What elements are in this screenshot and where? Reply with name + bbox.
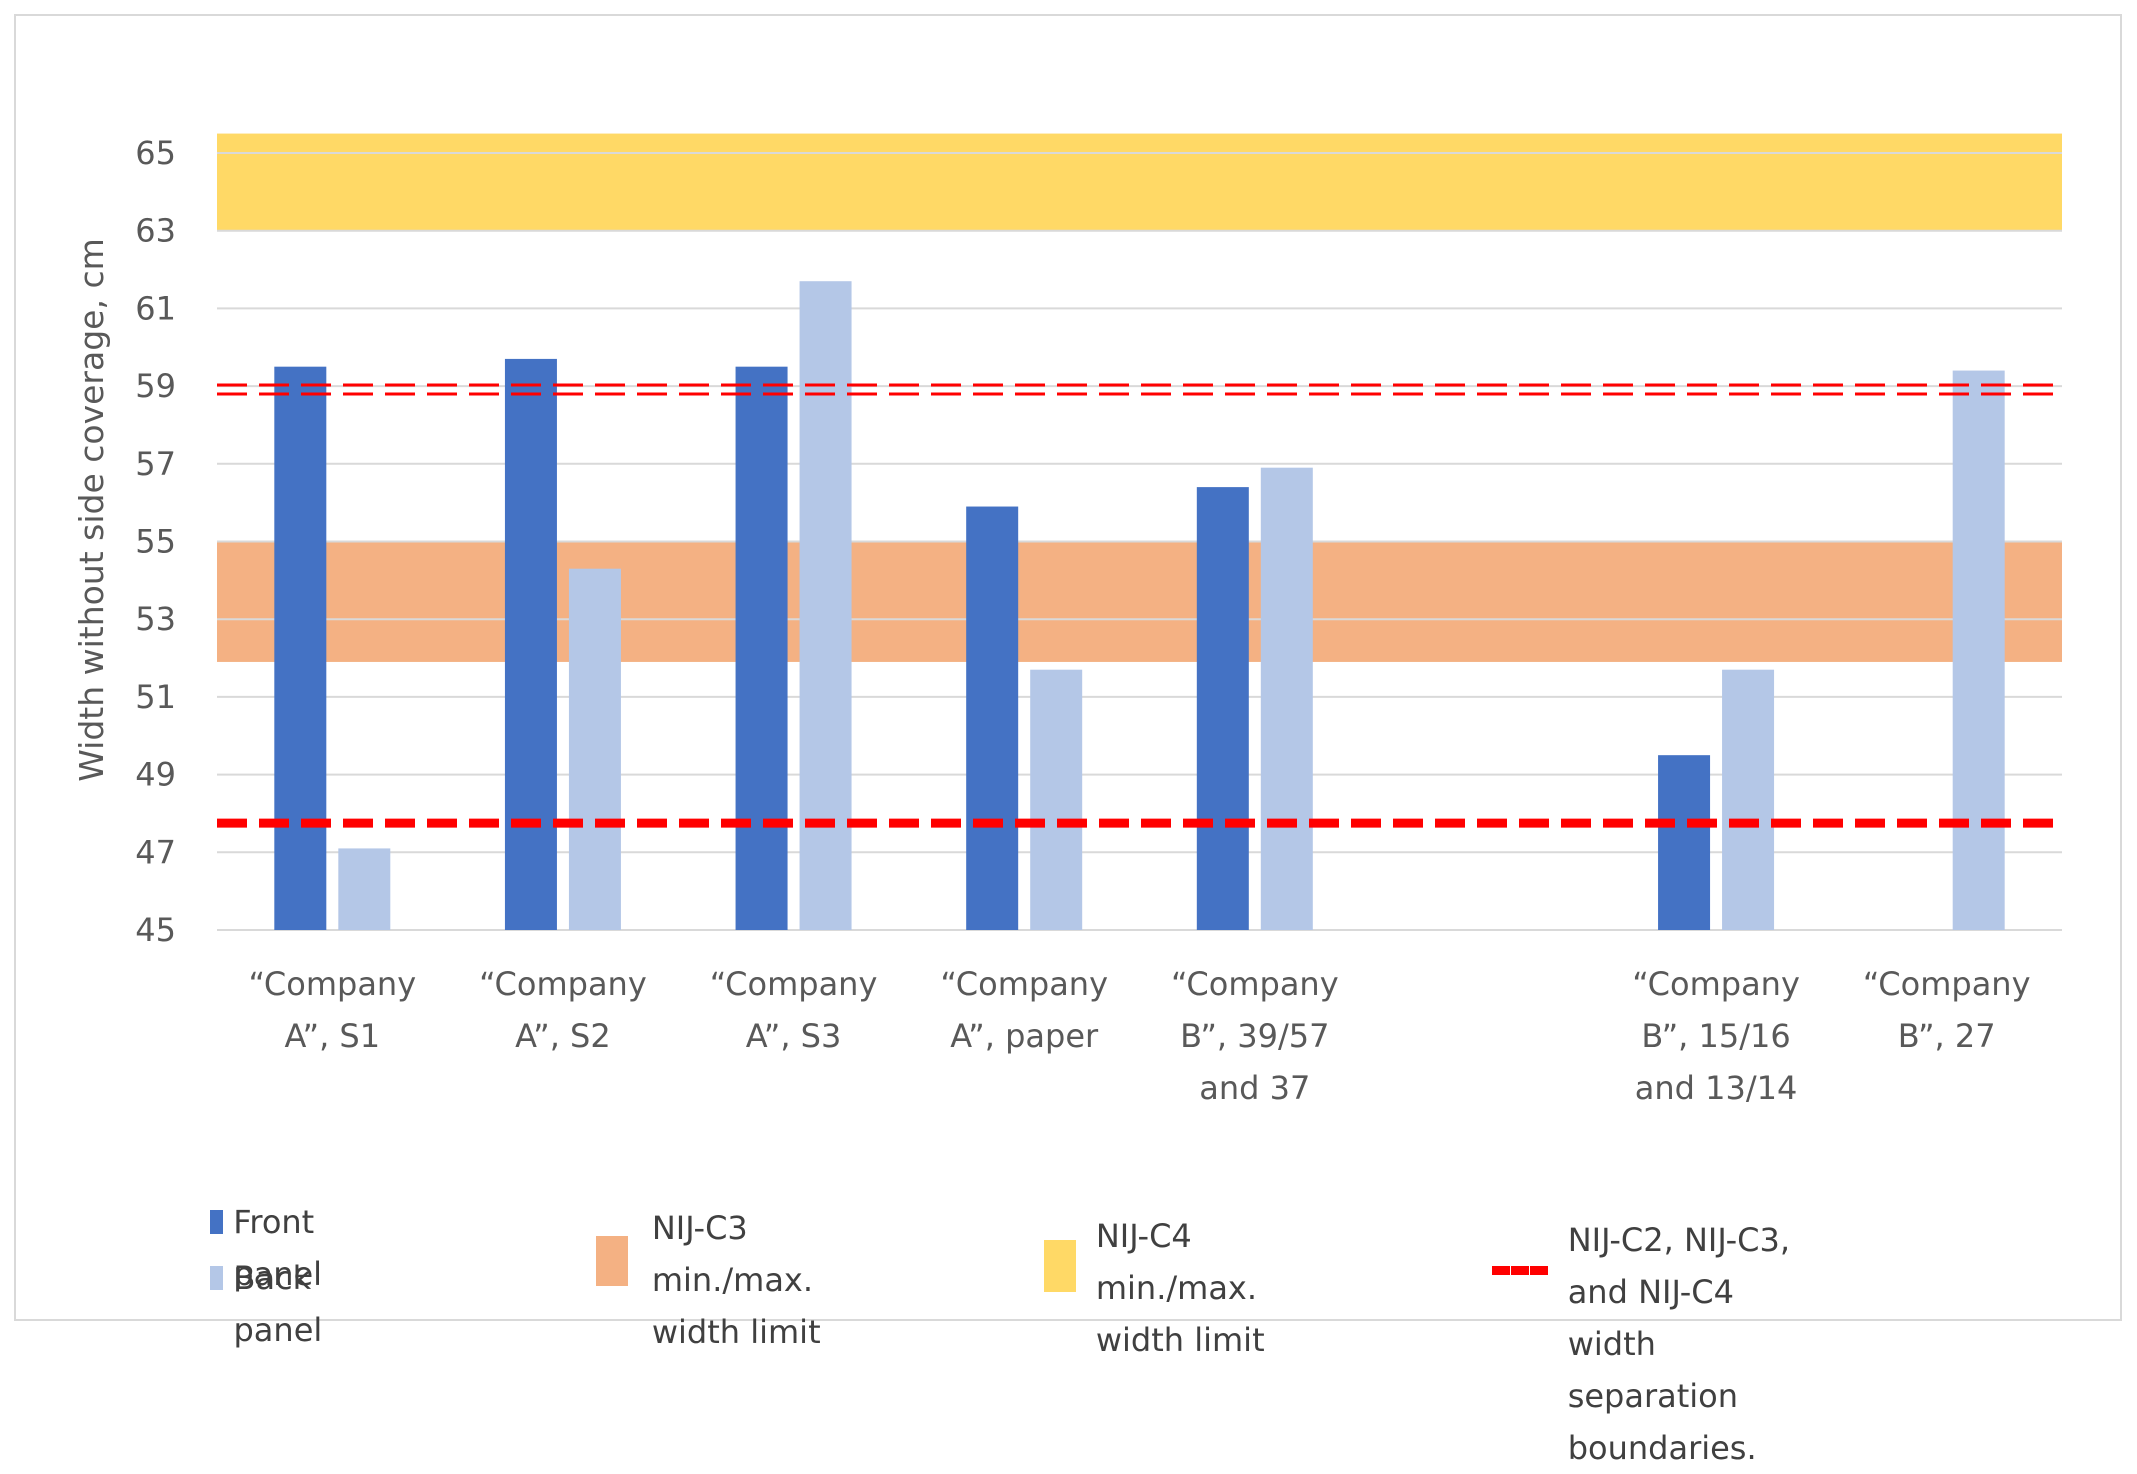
legend-label-c4-line1: NIJ-C4 min./max. [1095, 1217, 1258, 1307]
legend-label-c3-line2: width limit [651, 1313, 821, 1351]
band-c4 [217, 133, 2062, 231]
legend-label-separation: NIJ-C2, NIJ-C3, and NIJ-C4 width separat… [1568, 1214, 1809, 1474]
bar-back [1030, 669, 1083, 930]
bar-back [1260, 467, 1313, 930]
bar-front [274, 366, 327, 930]
chart-frame [14, 14, 2122, 1321]
legend-swatch-c4 [1044, 1240, 1076, 1292]
bar-front [1196, 487, 1249, 930]
bar-front [1658, 755, 1711, 930]
legend-swatch-c3 [596, 1236, 628, 1286]
bar-front [735, 366, 788, 930]
y-tick-label: 63 [135, 212, 176, 250]
bars-layer [274, 281, 2005, 931]
x-tick-label: B”, 39/57 [1180, 1017, 1329, 1055]
y-tick-label: 45 [135, 911, 176, 949]
bar-back [338, 848, 391, 930]
legend-item-back: Back panel [210, 1252, 333, 1356]
x-tick-label: “Company [710, 965, 878, 1003]
y-tick-label: 47 [135, 833, 176, 871]
y-tick-label: 65 [135, 134, 176, 172]
y-tick-label: 57 [135, 445, 176, 483]
bar-back [1722, 669, 1775, 930]
legend-label-c4-line2: width limit [1095, 1321, 1265, 1359]
legend-label-c3: NIJ-C3 min./max. width limit [652, 1202, 829, 1358]
legend-item-c3: NIJ-C3 min./max. width limit [596, 1202, 829, 1358]
bar-front [504, 358, 557, 930]
gridlines [217, 152, 2062, 931]
x-tick-label: “Company [248, 965, 416, 1003]
y-tick-label: 53 [135, 600, 176, 638]
x-tick-label: B”, 27 [1898, 1017, 1996, 1055]
legend-line-separation [1492, 1266, 1548, 1275]
x-tick-label: B”, 15/16 [1641, 1017, 1790, 1055]
bar-front [966, 506, 1019, 930]
legend-label-separation-line2: width separation boundaries. [1567, 1325, 1757, 1467]
x-tick-label: and 37 [1199, 1069, 1310, 1107]
x-tick-label: A”, S1 [285, 1017, 381, 1055]
legend-item-front: Front panel [210, 1196, 333, 1300]
bar-back [1952, 370, 2005, 930]
bar-back [568, 568, 621, 930]
x-tick-label: “Company [940, 965, 1108, 1003]
y-axis-label: Width without side coverage, cm [72, 238, 111, 782]
x-tick-label: A”, S2 [515, 1017, 611, 1055]
band-c3 [217, 541, 2062, 662]
x-tick-label: “Company [479, 965, 647, 1003]
x-tick-label: A”, paper [950, 1017, 1099, 1055]
legend-swatch-back [210, 1266, 224, 1290]
y-tick-label: 59 [135, 367, 176, 405]
legend-label-front: Front panel [233, 1203, 323, 1293]
x-tick-label: A”, S3 [746, 1017, 842, 1055]
y-tick-labels: 45 47 49 51 53 55 57 59 61 63 65 [135, 134, 176, 949]
boundary-lines [217, 383, 2062, 828]
x-tick-label: and 13/14 [1635, 1069, 1798, 1107]
legend-item-separation: NIJ-C2, NIJ-C3, and NIJ-C4 width separat… [1492, 1214, 1809, 1474]
y-tick-label: 51 [135, 678, 176, 716]
x-tick-label: “Company [1863, 965, 2031, 1003]
y-tick-label: 49 [135, 756, 176, 794]
legend-label-separation-line1: NIJ-C2, NIJ-C3, and NIJ-C4 [1567, 1221, 1791, 1311]
bar-back [799, 281, 852, 931]
y-tick-label: 55 [135, 523, 176, 561]
legend-label-back: Back panel [233, 1259, 323, 1349]
y-tick-label: 61 [135, 289, 176, 327]
x-tick-label: “Company [1171, 965, 1339, 1003]
legend-label-c3-line1: NIJ-C3 min./max. [651, 1209, 814, 1299]
x-tick-label: “Company [1632, 965, 1800, 1003]
x-tick-labels: “Company A”, S1 “Company A”, S2 “Company A”, … [248, 965, 2030, 1107]
legend-label-c4: NIJ-C4 min./max. width limit [1096, 1210, 1273, 1366]
legend-swatch-front [210, 1210, 224, 1234]
legend-item-c4: NIJ-C4 min./max. width limit [1044, 1210, 1273, 1366]
bands-layer [217, 133, 2062, 662]
